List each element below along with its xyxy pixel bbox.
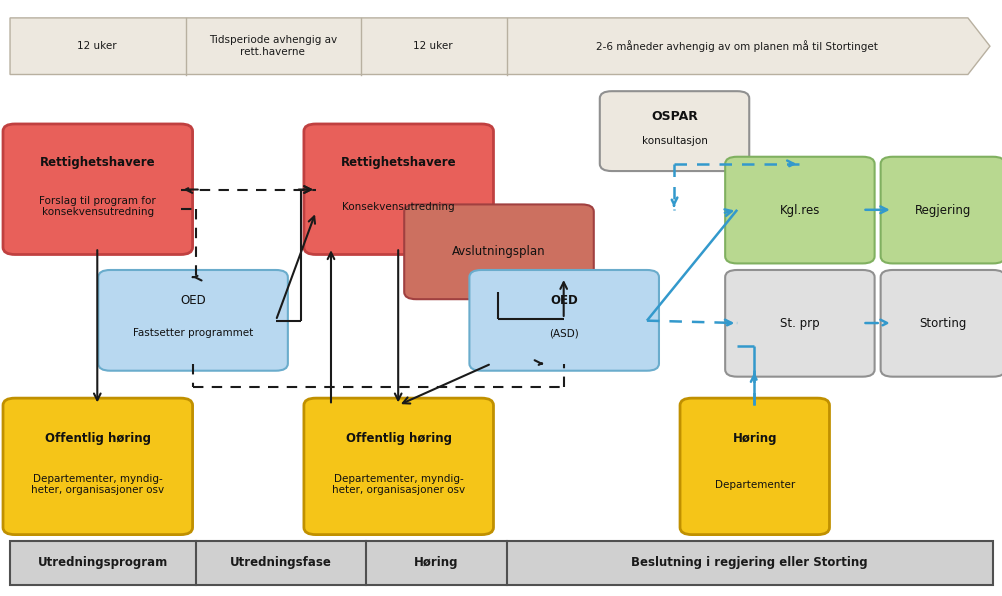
FancyBboxPatch shape: [3, 398, 192, 535]
Text: 12 uker: 12 uker: [413, 41, 453, 51]
Text: OED: OED: [180, 294, 205, 307]
Text: Utredningsprogram: Utredningsprogram: [38, 557, 167, 569]
Text: OSPAR: OSPAR: [650, 110, 697, 123]
Text: (ASD): (ASD): [549, 328, 578, 339]
FancyBboxPatch shape: [10, 541, 992, 585]
Text: Tidsperiode avhengig av
rett.haverne: Tidsperiode avhengig av rett.haverne: [208, 35, 337, 57]
FancyBboxPatch shape: [469, 270, 658, 371]
Text: St. prp: St. prp: [780, 317, 819, 330]
Text: OED: OED: [550, 294, 577, 307]
Text: Konsekvensutredning: Konsekvensutredning: [342, 201, 455, 212]
FancyBboxPatch shape: [599, 91, 748, 171]
FancyBboxPatch shape: [3, 124, 192, 254]
Text: Departementer: Departementer: [713, 480, 795, 490]
Text: Rettighetshavere: Rettighetshavere: [341, 156, 456, 169]
Text: Offentlig høring: Offentlig høring: [45, 432, 150, 445]
FancyBboxPatch shape: [880, 270, 1002, 377]
Text: Avslutningsplan: Avslutningsplan: [452, 246, 545, 258]
Text: Forslag til program for
konsekvensutredning: Forslag til program for konsekvensutredn…: [39, 196, 156, 218]
Text: Storting: Storting: [918, 317, 966, 330]
Text: Høring: Høring: [414, 557, 458, 569]
Text: Departementer, myndig-
heter, organisasjoner osv: Departementer, myndig- heter, organisasj…: [332, 474, 465, 495]
Text: Høring: Høring: [731, 432, 777, 445]
Text: Beslutning i regjering eller Storting: Beslutning i regjering eller Storting: [631, 557, 867, 569]
FancyBboxPatch shape: [724, 157, 874, 263]
FancyBboxPatch shape: [98, 270, 288, 371]
FancyBboxPatch shape: [304, 124, 493, 254]
Text: Kgl.res: Kgl.res: [779, 204, 820, 216]
Text: Departementer, myndig-
heter, organisasjoner osv: Departementer, myndig- heter, organisasj…: [31, 474, 164, 495]
FancyBboxPatch shape: [724, 270, 874, 377]
FancyBboxPatch shape: [304, 398, 493, 535]
Text: 2-6 måneder avhengig av om planen må til Stortinget: 2-6 måneder avhengig av om planen må til…: [595, 41, 878, 52]
Text: 12 uker: 12 uker: [77, 41, 117, 51]
FancyBboxPatch shape: [880, 157, 1002, 263]
Text: Fastsetter programmet: Fastsetter programmet: [133, 328, 253, 339]
FancyBboxPatch shape: [679, 398, 829, 535]
Polygon shape: [10, 18, 989, 74]
FancyBboxPatch shape: [404, 204, 593, 299]
Text: Regjering: Regjering: [914, 204, 970, 216]
Text: Utredningsfase: Utredningsfase: [229, 557, 332, 569]
Text: Rettighetshavere: Rettighetshavere: [40, 156, 155, 169]
Text: Offentlig høring: Offentlig høring: [346, 432, 451, 445]
Text: konsultasjon: konsultasjon: [641, 136, 706, 146]
